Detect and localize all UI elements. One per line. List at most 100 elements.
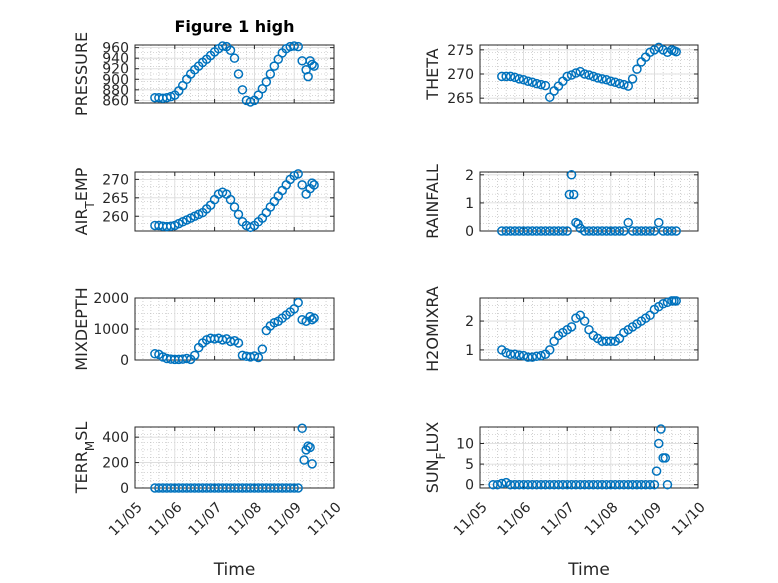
data-point [527,352,538,362]
data-point [307,59,317,70]
subplot-theta: 265 270 275 THETA [423,42,699,107]
data-point [536,79,546,90]
data-point [297,423,307,434]
data-point [588,71,599,82]
y-tick-label: 0 [120,353,129,369]
data-point [571,68,581,78]
data-point [671,296,681,306]
data-point [579,316,590,326]
data-point [293,297,303,308]
data-point [261,207,272,218]
x-tick-label: 11/08 [582,499,622,539]
data-point [558,76,568,86]
data-point [299,455,309,465]
y-tick-label: 2 [465,168,474,184]
y-tick-label: 5 [465,457,474,473]
data-point [623,81,633,91]
x-tick-label: 11/08 [225,499,265,539]
y-tick-label: 0 [465,478,474,494]
x-tick-label: 11/05 [106,499,146,539]
data-point [645,479,655,490]
axes-box [479,297,699,361]
data-point [610,77,620,87]
data-point [265,69,276,79]
y-tick-label: 270 [102,172,129,188]
data-point [233,338,244,348]
y-tick-label: 880 [102,83,129,99]
data-point [307,459,317,469]
data-point [293,483,303,493]
data-point [293,169,303,179]
data-point [562,71,572,82]
data-point [257,344,268,354]
data-point [623,217,633,228]
data-point [505,71,516,82]
data-point [303,71,313,82]
y-tick-label: 260 [102,209,129,225]
x-tick-label: 11/09 [265,499,305,539]
data-point [536,350,546,361]
data-point [562,226,572,236]
data-point [540,80,551,91]
data-point [488,479,498,490]
data-point [662,297,673,308]
data-point [662,479,673,490]
data-point [558,226,568,236]
data-point [614,78,625,89]
data-point [297,180,307,190]
data-point [307,178,317,188]
data-point [217,41,228,51]
data-point [303,441,313,451]
figure-title: Figure 1 high [175,17,295,36]
data-point [579,69,590,79]
y-axis-label: RAINFALL [423,164,442,239]
data-point [531,351,542,362]
data-point [277,185,288,196]
y-axis-label: H2OMIXRA [423,286,442,372]
data-point [307,314,317,325]
data-point [305,442,315,453]
y-tick-label: 860 [102,93,129,109]
data-point [601,75,612,85]
y-tick-label: 960 [102,41,129,57]
data-point [660,453,671,463]
data-point [510,349,520,359]
y-tick-label: 940 [102,51,129,67]
data-point [189,350,200,361]
data-point [257,84,268,94]
data-point [654,438,664,449]
data-point [150,349,160,359]
data-point [656,424,666,434]
y-tick-label: 920 [102,62,129,78]
y-tick-label: 200 [102,456,129,472]
y-tick-label: 2000 [93,291,129,307]
x-tick-label: 11/07 [185,499,225,539]
data-point [553,81,564,91]
data-point [510,72,520,83]
y-axis-label: AIRTEMP [72,167,97,235]
x-tick-label: 11/07 [538,499,578,539]
data-point [614,226,625,236]
data-point [632,64,642,74]
data-point [269,196,280,207]
axes-box [134,44,335,104]
y-tick-label: 0 [465,224,474,240]
data-point [505,349,516,359]
axes-box [134,171,335,232]
y-tick-label: 900 [102,72,129,88]
data-point [289,41,299,51]
data-point [501,348,511,358]
data-point [636,57,647,67]
data-point [162,92,172,103]
data-point [233,69,244,79]
data-point [518,75,529,85]
data-point [309,61,319,71]
subplot-terr-msl: 0 200 400 TERRMSL 11/05 11/06 11/07 11/08 11/09 1… [72,422,345,580]
data-point [606,76,616,86]
y-tick-label: 1 [465,196,474,212]
data-point [293,41,303,52]
data-point [229,53,240,63]
data-point [497,478,507,489]
y-tick-label: 265 [102,191,129,207]
